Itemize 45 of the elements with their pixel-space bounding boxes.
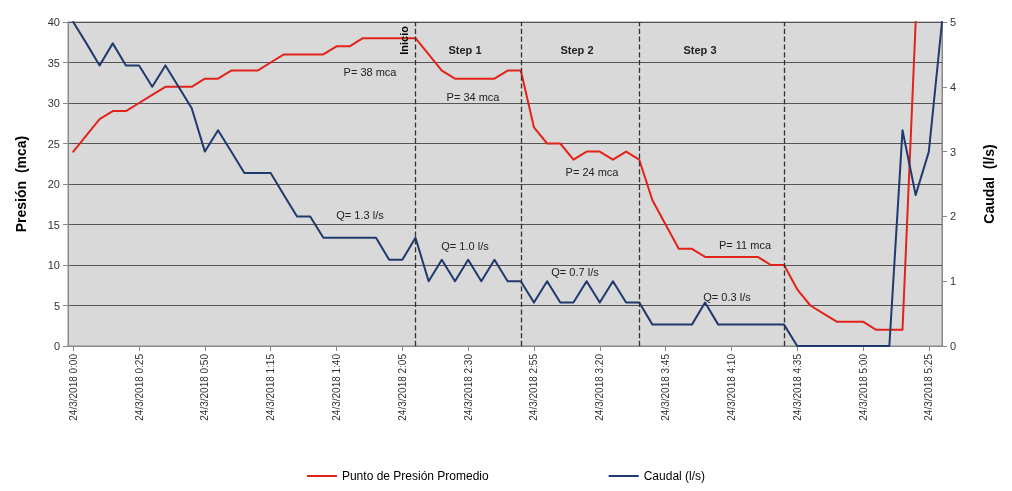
annotation: Q= 0.3 l/s [703,291,752,303]
ref-line-label: Inicio [397,25,410,55]
x-tick-label: 24/3/2018 2:55 [528,353,540,421]
x-tick-label: 24/3/2018 4:10 [725,353,737,421]
x-tick-label: 24/3/2018 0:50 [199,353,211,421]
annotation: P= 38 mca [343,66,398,78]
y-tick-label: 40 [47,16,60,28]
x-tick-label: 24/3/2018 1:40 [331,353,343,421]
y-tick-label: 30 [47,97,60,109]
x-tick-label: 24/3/2018 2:05 [396,353,408,421]
x-tick-label: 24/3/2018 0:00 [67,353,79,421]
y-tick-label: 20 [47,178,60,190]
x-tick-label: 24/3/2018 5:00 [857,353,869,421]
y2-tick-label: 4 [950,80,957,93]
y-tick-label: 35 [47,56,60,69]
annotation: P= 24 mca [565,166,620,178]
annotation: Q= 1.0 l/s [441,240,490,252]
x-tick-label: 24/3/2018 3:20 [594,353,606,421]
annotation: Q= 1.3 l/s [336,209,385,221]
y-tick-label: 10 [47,259,60,271]
y-axis-title: Presión (mca) [13,135,29,233]
annotation: Step 2 [560,44,594,56]
x-tick-label: 24/3/2018 1:15 [265,353,277,421]
x-tick-label: 24/3/2018 4:35 [791,353,803,421]
annotation: P= 11 mca [718,239,772,251]
y-tick-label: 25 [47,137,60,150]
legend-label: Punto de Presión Promedio [341,469,490,483]
y2-tick-label: 2 [950,210,957,223]
y2-axis-title: Caudal (l/s) [981,144,997,224]
x-tick-label: 24/3/2018 0:25 [133,353,145,421]
y2-tick-label: 0 [950,340,957,352]
y-tick-label: 5 [53,299,60,312]
y2-tick-label: 3 [950,145,957,158]
annotation: Step 3 [683,44,717,56]
x-tick-label: 24/3/2018 5:25 [923,353,935,421]
y-tick-label: 15 [47,218,60,231]
annotation: Step 1 [448,44,482,56]
y2-tick-label: 5 [950,16,957,28]
x-tick-label: 24/3/2018 3:45 [660,353,672,421]
y2-tick-label: 1 [950,275,957,288]
x-tick-label: 24/3/2018 2:30 [462,353,474,421]
annotation: Q= 0.7 l/s [551,266,600,278]
y-tick-label: 0 [53,340,60,352]
annotation: P= 34 mca [446,91,501,103]
legend-label: Caudal (l/s) [643,469,706,483]
